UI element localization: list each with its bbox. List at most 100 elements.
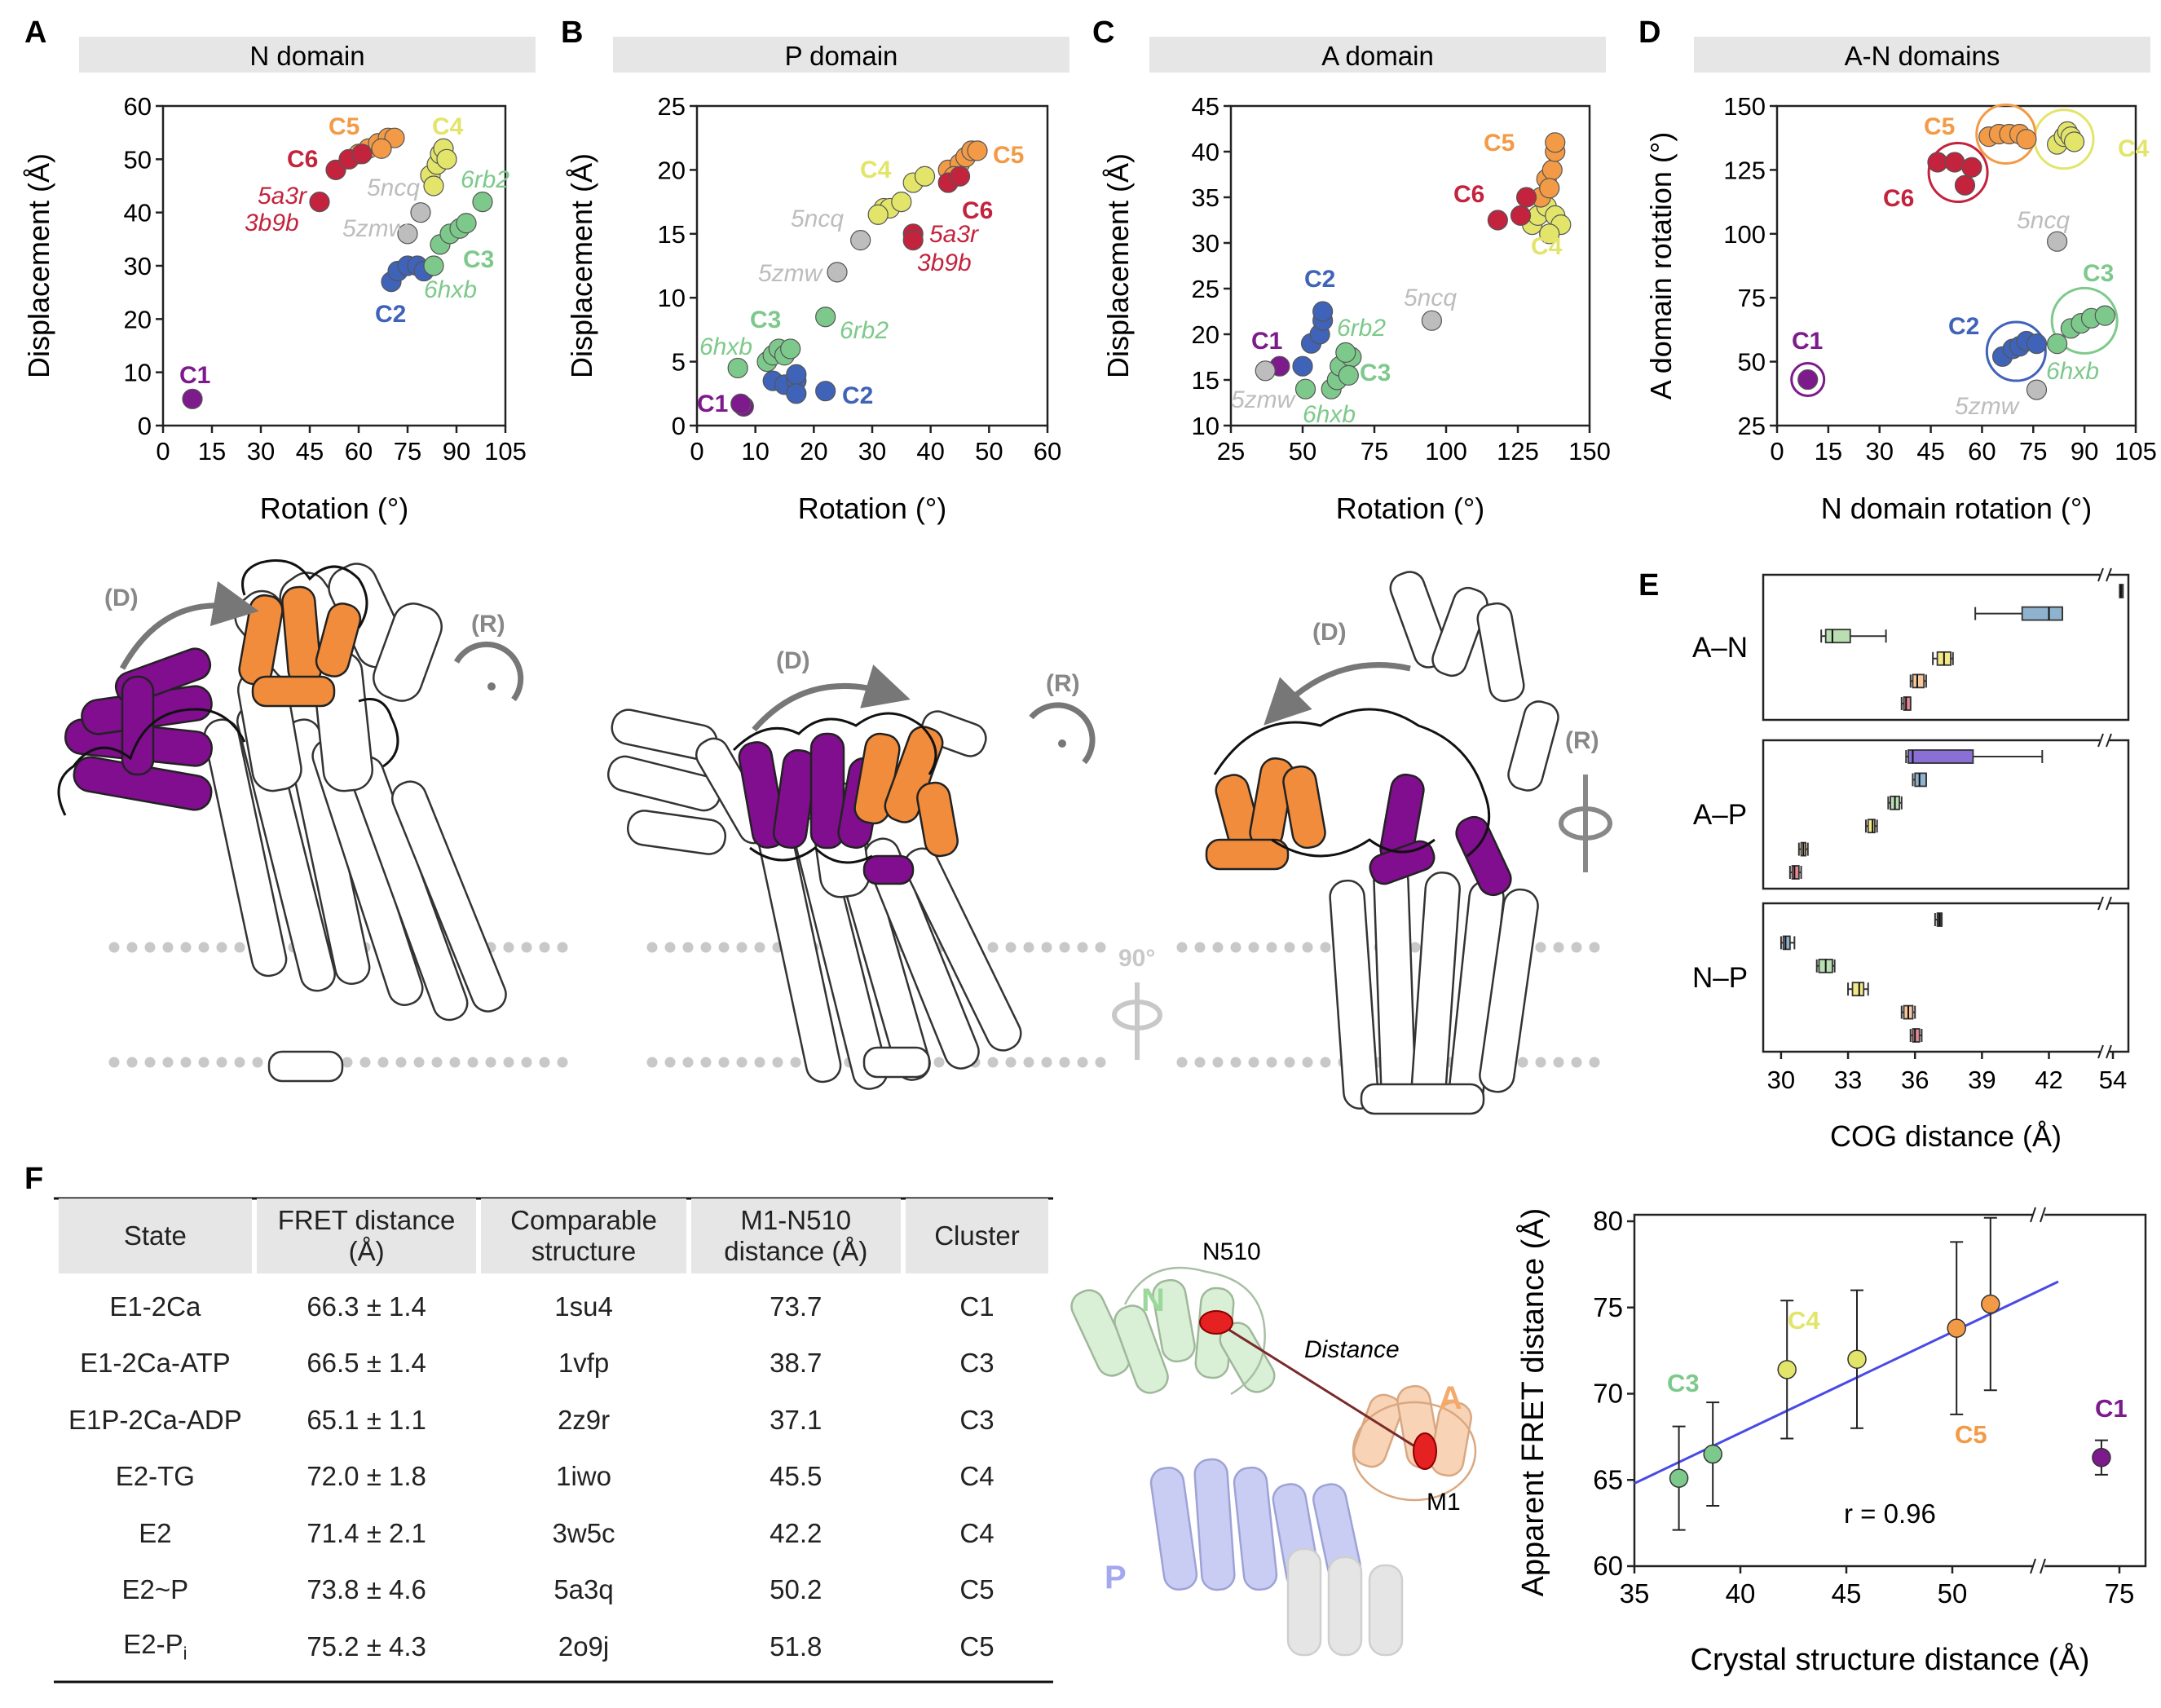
point-label-p5a3r: 5a3r (258, 183, 307, 210)
membrane-dot (1095, 1057, 1106, 1068)
x-tick-label: 35 (1620, 1578, 1650, 1609)
membrane-dot (1212, 1057, 1224, 1068)
scatter-point-c5 (371, 138, 392, 159)
fret-structure: N510 N A P M1 Distance (1070, 1238, 1477, 1657)
box-c2 (2021, 606, 2063, 621)
point-label-c3: C3 (2083, 260, 2114, 287)
membrane-dot (1571, 1057, 1582, 1068)
y-tick-label: 70 (1593, 1379, 1623, 1409)
x-tick-label: 30 (858, 437, 886, 466)
point-label-p5a3r: 5a3r (929, 221, 979, 248)
membrane-dot (718, 1057, 730, 1068)
y-tick-label: 30 (124, 252, 152, 280)
scatter-point-c3 (1294, 378, 1316, 399)
membrane-dot (503, 1057, 514, 1068)
membrane-dot (1302, 1057, 1313, 1068)
x-tick-label: 45 (1832, 1578, 1862, 1609)
membrane-dot (539, 1057, 550, 1068)
x-tick-label: 45 (296, 437, 324, 466)
structure-right (1205, 571, 1559, 1115)
point-label-p5ncq: 5ncq (791, 205, 844, 232)
membrane-dot (431, 1057, 443, 1068)
membrane-dot (1302, 942, 1313, 953)
table-row: E1-2Ca-ATP 66.5 ± 1.4 1vfp 38.7 C3 (80, 1348, 995, 1379)
y-tick-label: 50 (1738, 348, 1766, 377)
scatter-point-c6 (902, 230, 924, 251)
panel-a-title-bar (79, 37, 536, 73)
table-row: E1-2Ca 66.3 ± 1.4 1su4 73.7 C1 (109, 1291, 995, 1322)
membrane-dot (216, 942, 227, 953)
x-tick-label: 50 (1289, 437, 1316, 466)
fret-structure-loops (1123, 1266, 1266, 1396)
x-tick-label: 90 (2071, 437, 2098, 466)
point-label-p6rb2: 6rb2 (461, 166, 509, 193)
x-axis-label: Crystal structure distance (Å) (1691, 1641, 2090, 1677)
x-tick-label: 54 (2099, 1066, 2127, 1094)
fret-point-label-c5: C5 (1955, 1420, 1987, 1449)
x-tick-label: 125 (1497, 437, 1539, 466)
y-tick-label: 10 (124, 359, 152, 387)
x-axis-label: Rotation (°) (798, 492, 946, 525)
panel-letter-d: D (1638, 15, 1660, 50)
membrane-dot (1535, 942, 1546, 953)
y-tick-label: 15 (1192, 366, 1219, 395)
point-label-c3: C3 (463, 246, 494, 273)
membrane-dot (180, 942, 192, 953)
point-label-c5: C5 (993, 142, 1024, 169)
scatter-point-c3 (423, 255, 444, 276)
membrane-dot (1212, 942, 1224, 953)
scatter-point-pdb (410, 202, 431, 223)
membrane-dot (1284, 1057, 1295, 1068)
rotation-axis-right (1559, 775, 1612, 872)
point-label-c2: C2 (1948, 313, 1979, 340)
x-tick-label: 39 (1968, 1066, 1996, 1094)
y-axis-label: Apparent FRET distance (Å) (1515, 1208, 1550, 1597)
rotation-axis-90 (1112, 982, 1162, 1060)
axis-break-mark (2097, 896, 2104, 911)
fret-structure-a-domain (1352, 1384, 1477, 1502)
box-c5 (1912, 673, 1925, 689)
scatter-point-c6 (1515, 187, 1537, 208)
table-row: E2 71.4 ± 2.1 3w5c 42.2 C4 (139, 1517, 995, 1548)
membrane-dot (252, 1057, 263, 1068)
membrane-dot (1194, 942, 1206, 953)
table-row: E1P-2Ca-ADP 65.1 ± 1.1 2z9r 37.1 C3 (68, 1404, 995, 1435)
panel-letter-c: C (1092, 15, 1114, 50)
point-label-p5zmw: 5zmw (342, 215, 408, 242)
point-label-p5zmw: 5zmw (1231, 386, 1297, 413)
y-tick-label: 80 (1593, 1206, 1623, 1236)
x-tick-label: 20 (800, 437, 827, 466)
membrane-dot (1320, 942, 1331, 953)
membrane-dot (1005, 1057, 1017, 1068)
x-tick-label: 0 (690, 437, 703, 466)
fret-label-m1: M1 (1427, 1489, 1461, 1516)
membrane-dot (108, 1057, 120, 1068)
scatter-point-pdb (1421, 310, 1443, 331)
membrane-dot (700, 942, 712, 953)
fret-correlation-plot: 60 65 70 75 80 35 40 45 50 75 C3 C4 C5 C1 r = 0.96 Crys… (1515, 1206, 2147, 1677)
scatter-point-c1 (182, 388, 203, 409)
x-tick-label: 75 (2019, 437, 2047, 466)
structure-middle-tm-helices (757, 781, 1022, 1090)
membrane-dot (234, 1057, 245, 1068)
box-c4 (1867, 819, 1876, 834)
scatter-point-c3 (472, 192, 493, 213)
panel-d-title-bar (1694, 37, 2150, 73)
x-tick-label: 45 (1916, 437, 1944, 466)
box-frame (1762, 902, 2130, 1053)
structure-right-tm-helices (1329, 863, 1539, 1115)
scatter-point-c2 (815, 381, 836, 402)
structure-middle-loops (732, 712, 937, 864)
panel-d: D A-N domains 0 15 30 45 60 75 90 105 25 50 75 100 1… (1638, 15, 2157, 525)
membrane-dot (503, 942, 514, 953)
label-90-degrees: 90° (1118, 945, 1155, 972)
box-c6 (1791, 865, 1800, 880)
membrane-dot (664, 1057, 676, 1068)
scatter-point-c1 (1797, 369, 1819, 391)
scatter-point-c2 (786, 364, 807, 385)
y-tick-label: 100 (1723, 220, 1766, 249)
row-label: N–P (1692, 962, 1748, 994)
label-r-left: (R) (471, 611, 505, 638)
point-label-p6rb2: 6rb2 (1337, 315, 1386, 342)
membrane-dot (126, 1057, 138, 1068)
